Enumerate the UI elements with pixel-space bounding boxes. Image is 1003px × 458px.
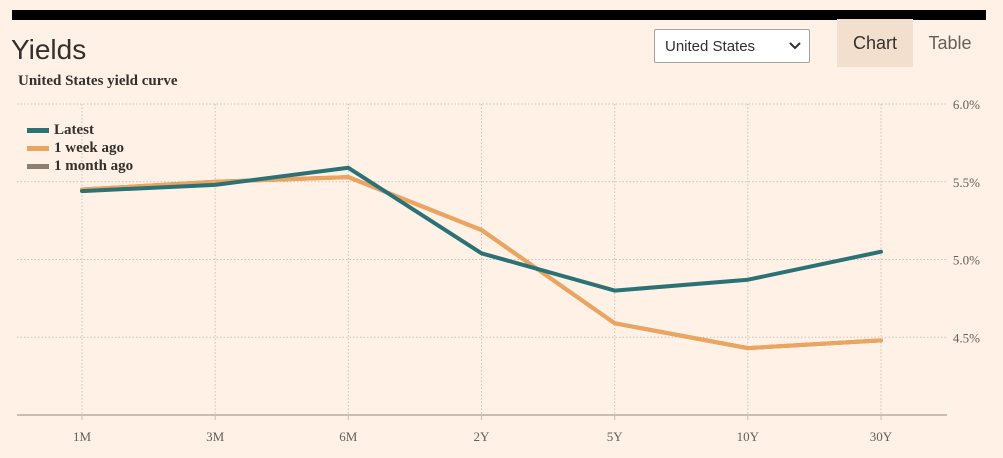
legend-label-1-month: 1 month ago xyxy=(54,157,134,174)
legend-item-1-week: 1 week ago xyxy=(27,139,133,157)
x-tick-label: 6M xyxy=(339,429,358,444)
x-tick-label: 2Y xyxy=(474,429,491,444)
legend-label-latest: Latest xyxy=(54,121,94,138)
legend-label-1-week: 1 week ago xyxy=(54,139,124,156)
series-line-1-week-ago xyxy=(80,175,883,351)
chart-legend: Latest 1 week ago 1 month ago xyxy=(27,121,133,175)
legend-swatch-1-week xyxy=(27,145,49,151)
y-tick-label: 5.5% xyxy=(953,175,980,190)
y-tick-label: 4.5% xyxy=(953,330,980,345)
x-tick-label: 10Y xyxy=(737,429,760,444)
legend-item-1-month: 1 month ago xyxy=(27,157,133,175)
chart-series xyxy=(80,165,883,351)
y-axis-labels: 4.5% 5.0% 5.5% 6.0% xyxy=(953,97,980,345)
country-select-value: United States xyxy=(665,37,756,55)
top-rule xyxy=(12,10,986,20)
y-tick-label: 5.0% xyxy=(953,253,980,268)
legend-swatch-latest xyxy=(27,127,49,133)
x-tick-label: 30Y xyxy=(870,429,893,444)
legend-swatch-1-month xyxy=(27,163,49,169)
country-select[interactable]: United States xyxy=(654,29,810,63)
table-view-button[interactable]: Table xyxy=(928,32,972,53)
y-tick-label: 6.0% xyxy=(953,97,980,112)
x-axis-labels: 1M 3M 6M 2Y 5Y 10Y 30Y xyxy=(73,429,893,444)
legend-item-latest: Latest xyxy=(27,121,133,139)
page-title: Yields xyxy=(11,34,87,65)
x-tick-label: 5Y xyxy=(607,429,624,444)
chevron-down-icon xyxy=(789,42,801,50)
chart-grid xyxy=(17,103,947,420)
series-line-latest xyxy=(80,165,883,293)
x-tick-label: 3M xyxy=(206,429,225,444)
x-tick-label: 1M xyxy=(73,429,92,444)
chart-subtitle: United States yield curve xyxy=(18,73,178,89)
chart-view-button[interactable]: Chart xyxy=(837,19,913,67)
